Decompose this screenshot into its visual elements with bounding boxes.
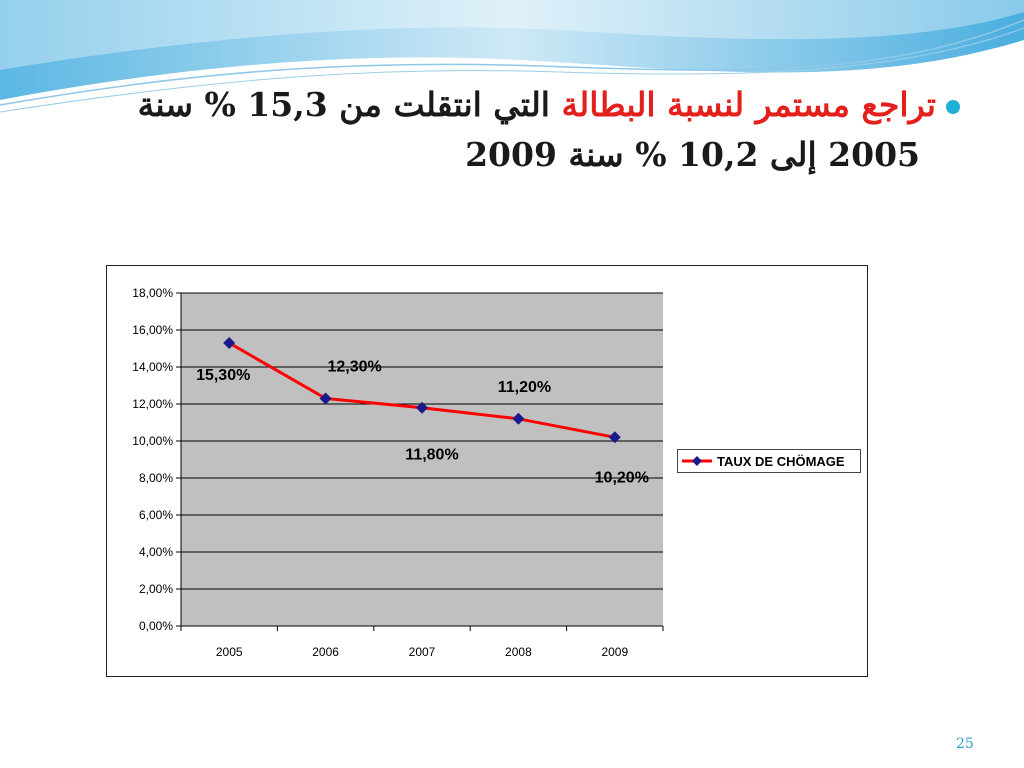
y-tick-label: 12,00% xyxy=(132,397,173,411)
data-point xyxy=(512,412,525,425)
y-tick-label: 4,00% xyxy=(139,545,173,559)
legend-label: TAUX DE CHÖMAGE xyxy=(717,453,845,469)
y-tick-label: 18,00% xyxy=(132,286,173,300)
x-tick-label: 2007 xyxy=(409,645,436,659)
title-line2: 2005 إلى 10,2 % سنة 2009 xyxy=(465,135,920,174)
y-tick-label: 16,00% xyxy=(132,323,173,337)
data-point xyxy=(608,431,621,444)
bullet-icon xyxy=(946,100,960,114)
plot-area xyxy=(181,293,663,626)
title-line1: التي انتقلت من 15,3 % سنة xyxy=(137,85,550,124)
data-label: 11,80% xyxy=(405,447,458,464)
x-tick-label: 2005 xyxy=(216,645,243,659)
chart-frame: 0,00% 2,00% 4,00% 6,00% 8,00% 10,00% 12,00% 14,… xyxy=(106,265,868,677)
slide-number: 25 xyxy=(956,736,974,752)
data-label: 11,20% xyxy=(498,379,551,396)
y-tick-label: 2,00% xyxy=(139,582,173,596)
data-label: 10,20% xyxy=(595,469,649,486)
x-tick-label: 2008 xyxy=(505,645,532,659)
y-tick-label: 10,00% xyxy=(132,434,173,448)
data-point xyxy=(319,392,332,405)
chart-legend: TAUX DE CHÖMAGE xyxy=(677,449,861,473)
header-wave-decoration xyxy=(0,0,1024,113)
data-label: 12,30% xyxy=(327,358,381,375)
slide-title: تراجع مستمر لنسبة البطالة التي انتقلت من… xyxy=(60,80,960,180)
y-tick-label: 0,00% xyxy=(139,619,173,633)
y-tick-label: 8,00% xyxy=(139,471,173,485)
title-highlight: تراجع مستمر لنسبة البطالة xyxy=(561,85,936,124)
legend-marker-icon xyxy=(682,456,712,466)
x-tick-label: 2006 xyxy=(312,645,339,659)
data-point xyxy=(416,401,428,414)
data-label: 15,30% xyxy=(196,367,250,384)
y-tick-label: 14,00% xyxy=(132,360,173,374)
data-point xyxy=(223,336,236,349)
y-tick-label: 6,00% xyxy=(139,508,173,522)
line-chart: 0,00% 2,00% 4,00% 6,00% 8,00% 10,00% 12,00% 14,… xyxy=(132,286,664,659)
x-tick-label: 2009 xyxy=(601,645,628,659)
